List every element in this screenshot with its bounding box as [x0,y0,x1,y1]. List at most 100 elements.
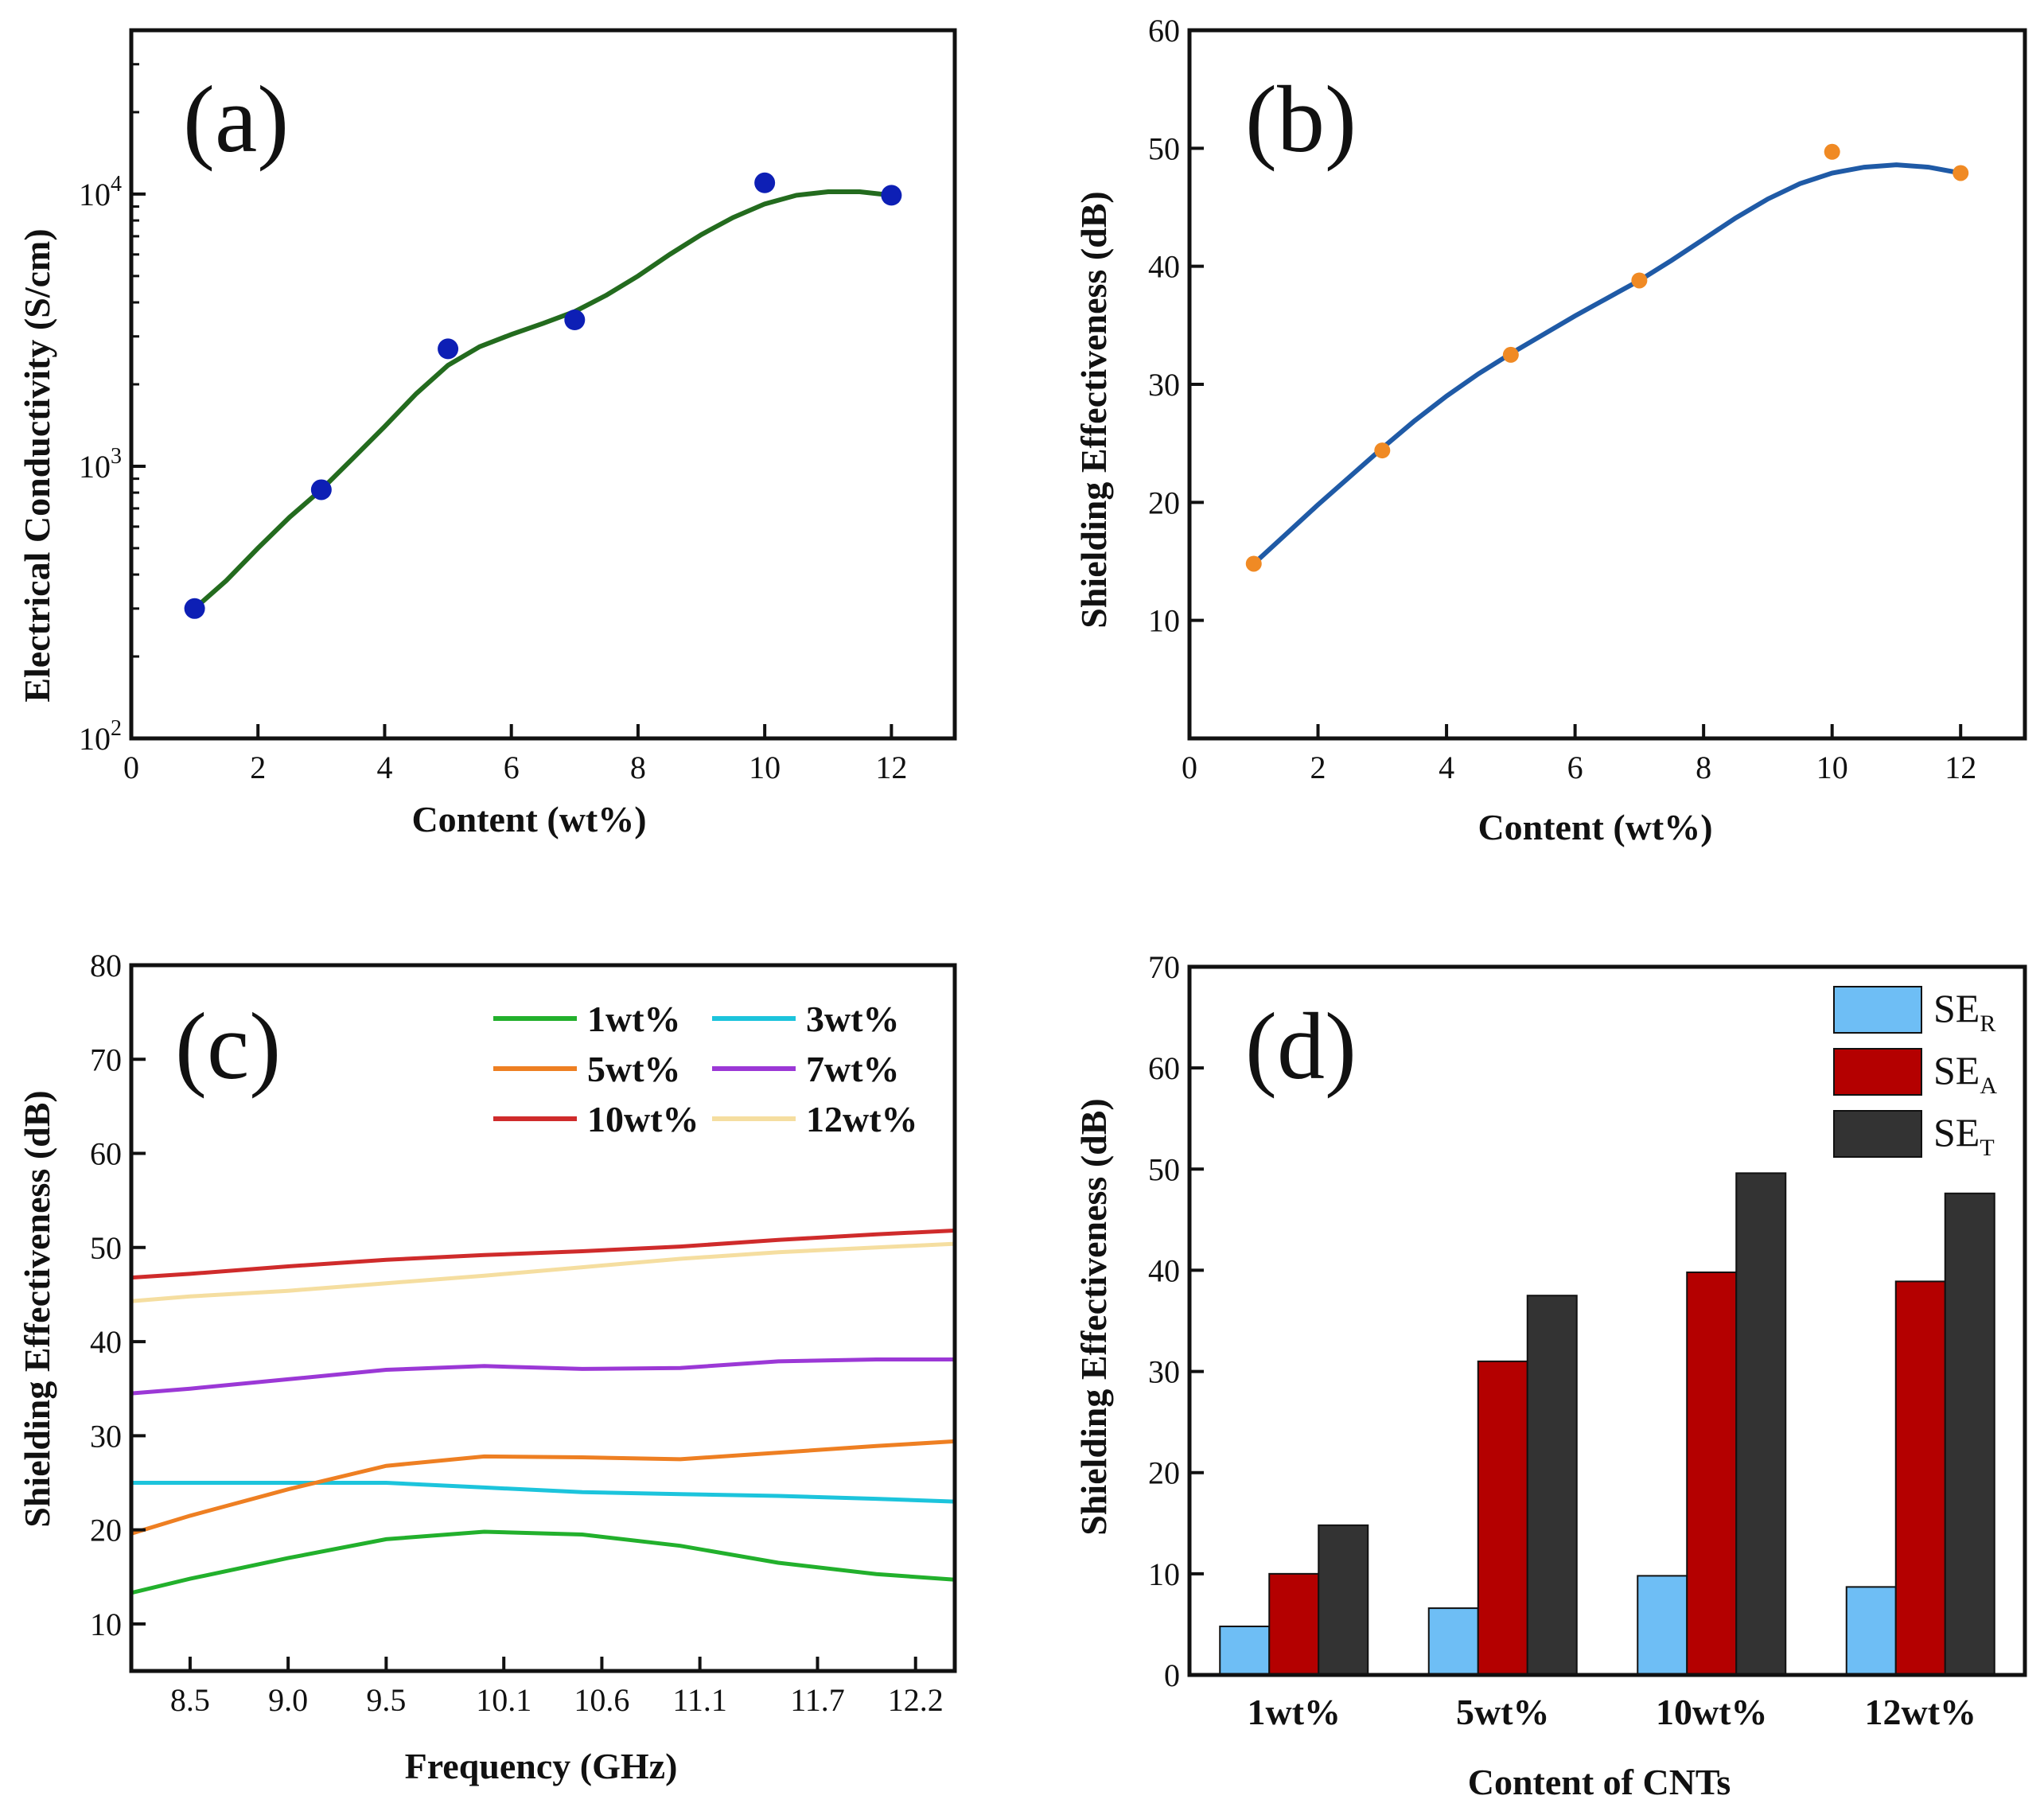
panel-d-legend-swatch [1833,1110,1922,1158]
panel-b-data-point [1824,143,1840,160]
panel-d-ticks: 1wt% 5wt% 10wt% 12wt% 0 10 20 30 40 50 60 70 [1148,949,1976,1732]
panel-a-data-point [184,598,205,619]
panel-c-legend-label: 1wt% [587,999,681,1039]
panel-b-xtick-label: 8 [1696,750,1711,785]
panel-b-marks [1245,143,1969,572]
panel-d-bar-SET [1526,1295,1578,1676]
panel-d-xlabel: Content of CNTs [1468,1762,1731,1802]
panel-d-legend-swatch [1833,986,1922,1034]
panel-c-xlabel: Frequency (GHz) [405,1746,678,1786]
panel-b-ytick-label: 10 [1148,603,1180,639]
panel-a-data-point [881,185,902,206]
panel-a-data-point [438,338,459,360]
panel-d-bar-SET [1735,1172,1787,1677]
panel-a-xtick-label: 6 [504,750,520,785]
panel-d-legend-label: SET [1933,1110,1995,1161]
panel-b-ytick-label: 60 [1148,13,1180,49]
panel-c-legend-label: 3wt% [806,999,900,1039]
panel-d-ytick-label: 0 [1164,1657,1180,1693]
panel-a-ticks: 0 2 4 6 8 10 12 102 103 104 [79,29,907,785]
panel-a-xtick-label: 10 [749,750,781,785]
panel-d-bar-SER [1219,1625,1271,1677]
panel-c-series-line-7wt% [130,1357,955,1396]
panel-c-ticks: 8.5 9.0 9.5 10.1 10.6 11.1 11.7 12.2 10 20 30 40 50 6… [90,948,944,1718]
panel-d-bar-SET [1944,1192,1995,1677]
panel-d-frame [1187,964,2027,1677]
panel-d-label: (d) [1245,993,1357,1099]
panel-b-xtick-label: 12 [1945,750,1976,785]
panel-b-data-point [1245,555,1262,572]
panel-a-marks [184,172,902,619]
panel-c-ytick-label: 80 [90,948,122,983]
panel-c-legend-label: 12wt% [806,1099,918,1139]
panel-d-bar-SER [1427,1607,1479,1676]
panel-c-series-line-5wt% [130,1439,956,1536]
panel-b-ytick-label: 20 [1148,485,1180,520]
panel-c-marks [130,1229,956,1595]
panel-c-series-line-12wt% [130,1241,956,1303]
panel-b-ticks: 0 2 4 6 8 10 12 10 20 30 40 50 60 [1148,13,1976,785]
panel-a-data-point [754,172,776,193]
panel-b-fit-curve [1252,162,1961,566]
panel-a-xtick-label: 4 [376,750,392,785]
panel-c-legend-label: 7wt% [806,1049,900,1089]
panel-c-xtick-label: 10.6 [574,1682,629,1718]
panel-b-data-point [1631,272,1648,289]
panel-a-data-point [310,479,332,500]
panel-a-ytick-label: 102 [79,716,122,757]
panel-c-label: (c) [175,993,281,1099]
panel-d-bar-SEA [1686,1271,1738,1676]
panel-a-label: (a) [183,66,289,172]
panel-a-xtick-label: 8 [630,750,646,785]
panel-a-xlabel: Content (wt%) [411,799,646,839]
panel-a-data-point [564,310,586,331]
panel-d-ytick-label: 40 [1148,1252,1180,1288]
panel-a-xtick-label: 2 [250,750,266,785]
panel-d-ylabel: Shielding Effectiveness (dB) [1073,1098,1114,1535]
panel-a-ylabel: Electrical Conductivity (S/cm) [17,228,57,702]
panel-c-ytick-label: 70 [90,1042,122,1077]
panel-b-label: (b) [1245,66,1357,172]
panel-c-ytick-label: 10 [90,1607,122,1642]
panel-d-category-label: 10wt% [1656,1692,1768,1732]
panel-d-category-label: 5wt% [1456,1692,1550,1732]
panel-c-ylabel: Shielding Effectiveness (dB) [17,1090,57,1527]
panel-c-xtick-label: 8.5 [170,1682,210,1718]
panel-d-bar-SER [1637,1575,1688,1677]
panel-c-xtick-label: 12.2 [888,1682,944,1718]
panel-a-conductivity-chart: (a) 0 2 4 6 8 10 12 102 103 104 Content (wt%) Ele… [17,28,957,839]
panel-c-legend-label: 5wt% [587,1049,681,1089]
panel-a-ytick-label: 103 [79,444,122,485]
panel-b-ytick-label: 30 [1148,367,1180,403]
panel-c-ytick-label: 30 [90,1418,122,1454]
panel-b-ylabel: Shielding Effectiveness (dB) [1073,191,1114,628]
panel-d-bar-SEA [1268,1572,1320,1677]
panel-c-ytick-label: 20 [90,1513,122,1548]
panel-a-xtick-label: 0 [123,750,139,785]
panel-c-series-line-3wt% [131,1481,956,1504]
panel-b-data-point [1502,346,1519,363]
panel-b-data-point [1374,442,1391,459]
panel-d-legend: SER SEA SET [1833,986,1997,1161]
panel-d-bar-SET [1318,1524,1369,1677]
panel-b-xlabel: Content (wt%) [1478,807,1712,847]
panel-d-ytick-label: 50 [1148,1151,1180,1187]
panel-d-bar-chart: (d) SER SEA SET 1wt% 5wt% 10wt% 12wt% 0 10 20 30 4… [1073,949,2027,1802]
panel-d-bar-SEA [1477,1360,1528,1677]
panel-c-series-line-1wt% [130,1529,956,1595]
panel-c-legend-label: 10wt% [587,1099,699,1139]
panel-b-xtick-label: 2 [1310,750,1326,785]
panel-b-ytick-label: 50 [1148,130,1180,166]
panel-b-xtick-label: 4 [1439,750,1454,785]
panel-d-legend-label: SEA [1933,1048,1997,1099]
panel-d-legend-label: SER [1933,986,1995,1037]
panel-d-ytick-label: 60 [1148,1050,1180,1086]
panel-d-ytick-label: 70 [1148,949,1180,985]
panel-d-marks [1219,1172,1995,1677]
panel-d-ytick-label: 20 [1148,1455,1180,1491]
panel-a-fit-curve [193,189,892,611]
panel-b-data-point [1953,165,1969,181]
panel-d-bar-SEA [1894,1280,1946,1677]
panel-d-category-label: 1wt% [1247,1692,1341,1732]
panel-c-xtick-label: 10.1 [476,1682,531,1718]
